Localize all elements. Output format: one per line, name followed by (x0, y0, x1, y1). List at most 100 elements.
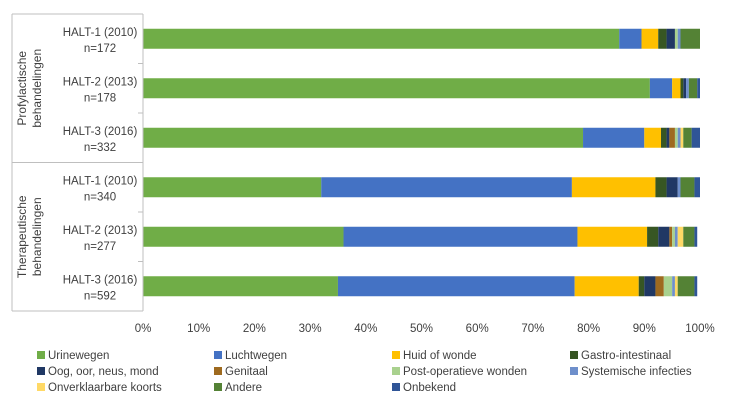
bars-layer (143, 28, 700, 297)
bar-segment (694, 177, 700, 198)
category-label: HALT-2 (2013) (63, 76, 138, 88)
group-label-line: behandelingen (30, 197, 44, 276)
bar-segment (683, 78, 687, 99)
bar-segment (321, 177, 572, 198)
legend-label: Onverklaarbare koorts (48, 382, 162, 394)
bar-segment (663, 276, 673, 297)
bar-segment (574, 276, 639, 297)
legend-swatch (570, 367, 578, 375)
bar-segment (571, 177, 656, 198)
bar-segment (644, 127, 662, 148)
bar-segment (655, 276, 664, 297)
x-tick-label: 100% (685, 323, 714, 335)
bar-segment (658, 226, 670, 247)
legend: Urinewegen Luchtwegen Huid of wonde Gastro-… (37, 350, 692, 394)
bar-segment (694, 226, 698, 247)
bar-segment (666, 28, 675, 49)
bar-segment (577, 226, 648, 247)
bar-segment (697, 78, 700, 99)
x-tick-label: 90% (633, 323, 656, 335)
x-tick-label: 70% (521, 323, 544, 335)
bar-segment (672, 276, 675, 297)
bar-segment (661, 127, 667, 148)
legend-label: Oog, oor, neus, mond (48, 366, 159, 378)
category-n-label: n=178 (84, 92, 116, 104)
bar-segment (674, 276, 678, 297)
bar-segment (638, 276, 645, 297)
bar-segment (669, 127, 675, 148)
category-n-label: n=332 (84, 142, 116, 154)
legend-label: Genitaal (225, 366, 268, 378)
category-n-label: n=277 (84, 241, 116, 253)
category-n-label: n=340 (84, 191, 116, 203)
category-label: HALT-1 (2010) (63, 27, 138, 39)
bar-segment (337, 276, 575, 297)
category-n-label: n=172 (84, 43, 116, 55)
bar-segment (677, 276, 695, 297)
legend-swatch (37, 351, 45, 359)
bar-segment (669, 226, 673, 247)
axes-layer (11, 13, 144, 312)
bar-segment (683, 127, 692, 148)
legend-swatch (214, 367, 222, 375)
bar-segment (694, 276, 698, 297)
x-tick-label: 20% (243, 323, 266, 335)
bar-segment (677, 28, 681, 49)
bar-segment (641, 28, 659, 49)
bar-segment (688, 78, 698, 99)
bar-segment (674, 226, 678, 247)
bar-segment (143, 28, 620, 49)
bar-segment (143, 127, 584, 148)
bar-segment (672, 226, 675, 247)
bar-segment (677, 127, 681, 148)
category-label: HALT-3 (2016) (63, 274, 138, 286)
bar-segment (655, 177, 667, 198)
legend-label: Systemische infecties (581, 366, 692, 378)
bar-segment (666, 127, 670, 148)
legend-label: Urinewegen (48, 350, 109, 362)
x-tick-label: 80% (577, 323, 600, 335)
bar-segment (343, 226, 578, 247)
group-label-line: Profylactische (15, 51, 29, 126)
bar-segment (686, 78, 689, 99)
bar-segment (674, 28, 678, 49)
bar-segment (143, 78, 650, 99)
bar-segment (649, 78, 673, 99)
x-tick-label: 0% (135, 323, 152, 335)
category-label: HALT-3 (2016) (63, 126, 138, 138)
legend-label: Andere (225, 382, 262, 394)
bar-segment (583, 127, 645, 148)
bar-segment (680, 78, 684, 99)
bar-segment (680, 127, 684, 148)
bar-segment (680, 177, 695, 198)
x-tick-label: 10% (187, 323, 210, 335)
legend-swatch (392, 351, 400, 359)
group-label: Profylactischebehandelingen (15, 49, 44, 128)
bar-segment (683, 226, 695, 247)
bar-segment (666, 177, 678, 198)
x-tick-label: 60% (466, 323, 489, 335)
legend-label: Onbekend (403, 382, 456, 394)
category-label: HALT-2 (2013) (63, 225, 138, 237)
legend-swatch (570, 351, 578, 359)
legend-swatch (37, 383, 45, 391)
category-n-label: n=592 (84, 290, 116, 302)
legend-swatch (214, 383, 222, 391)
bar-segment (677, 177, 681, 198)
legend-label: Huid of wonde (403, 350, 477, 362)
x-tick-label: 50% (410, 323, 433, 335)
category-label: HALT-1 (2010) (63, 175, 138, 187)
x-tick-label: 30% (299, 323, 322, 335)
group-label-line: behandelingen (30, 49, 44, 128)
x-tick-label: 40% (354, 323, 377, 335)
bar-segment (143, 276, 338, 297)
legend-swatch (214, 351, 222, 359)
labels-layer: 0% 10% 20% 30% 40% 50% 60% 70% 80% 90% 100% HALT-1 … (15, 27, 715, 335)
bar-segment (143, 226, 344, 247)
bar-segment (680, 28, 700, 49)
legend-swatch (37, 367, 45, 375)
bar-segment (672, 78, 681, 99)
group-label: Therapeutischebehandelingen (15, 195, 44, 278)
legend-label: Luchtwegen (225, 350, 287, 362)
